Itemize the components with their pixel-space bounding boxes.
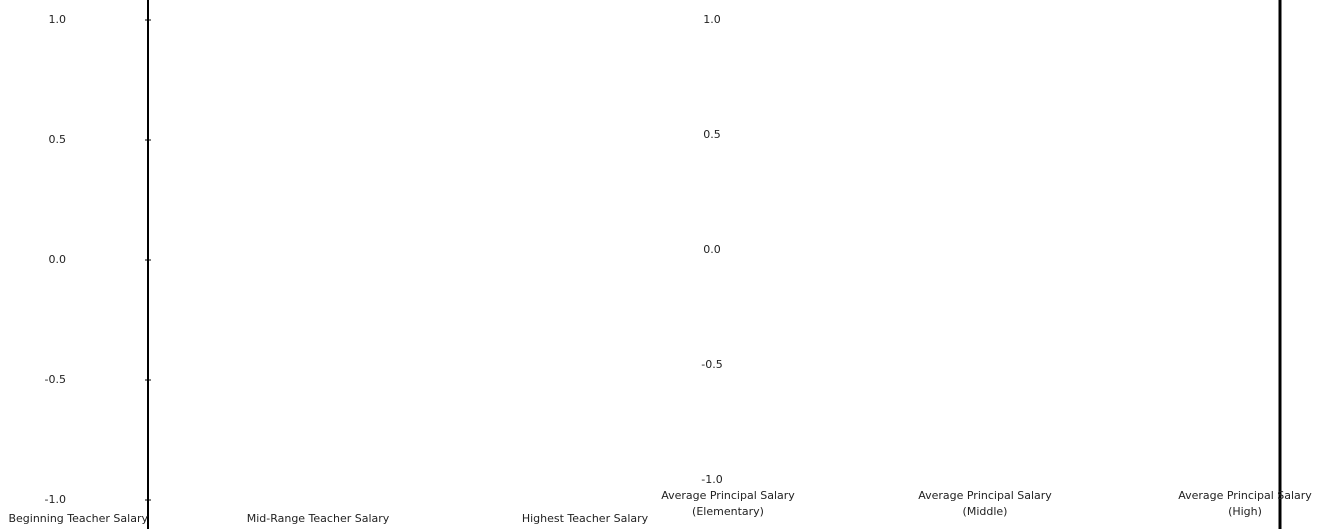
x-tick-label: Mid-Range Teacher Salary [247, 512, 390, 525]
y2-tick-label: 0.5 [703, 128, 721, 141]
y2-tick-label: 1.0 [703, 13, 721, 26]
y-tick-label: 0.5 [49, 133, 67, 146]
y2-tick-label: -1.0 [701, 473, 722, 486]
y-tick-label: -0.5 [45, 373, 66, 386]
x-tick-label: Average Principal Salary (Elementary) [661, 489, 795, 518]
y-tick-label: 0.0 [49, 253, 67, 266]
y2-tick-label: 0.0 [703, 243, 721, 256]
x-tick-label: Average Principal Salary (Middle) [918, 489, 1052, 518]
x-tick-label: Highest Teacher Salary [522, 512, 649, 525]
x-tick-label: Average Principal Salary (High) [1178, 489, 1312, 518]
y-tick-label: 1.0 [49, 13, 67, 26]
x-tick-label: Beginning Teacher Salary [8, 512, 148, 525]
y2-tick-label: -0.5 [701, 358, 722, 371]
y-tick-label: -1.0 [45, 493, 66, 506]
